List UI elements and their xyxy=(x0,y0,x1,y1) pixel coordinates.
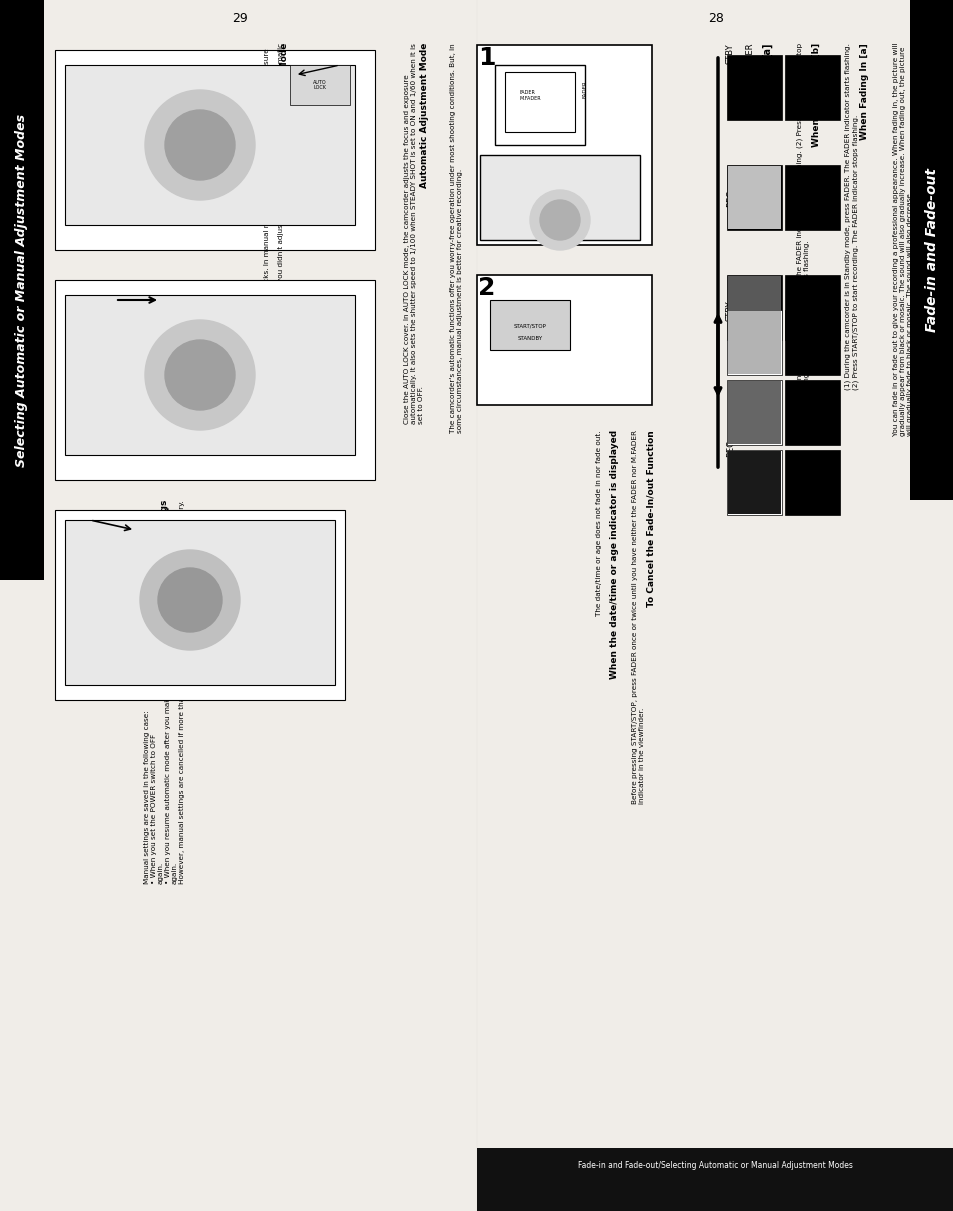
Bar xyxy=(726,54,781,120)
Text: You can fade in or fade out to give your recording a professional appearance. Wh: You can fade in or fade out to give your… xyxy=(892,44,912,436)
Bar xyxy=(727,450,781,513)
Circle shape xyxy=(539,200,579,240)
Circle shape xyxy=(165,340,234,411)
Text: M.FADER: M.FADER xyxy=(744,300,753,338)
Bar xyxy=(490,300,569,350)
Circle shape xyxy=(145,320,254,430)
Bar xyxy=(476,275,651,404)
Bar xyxy=(504,71,575,132)
Bar xyxy=(65,295,355,455)
Bar xyxy=(726,380,781,444)
Text: Manual Adjustment Mode: Manual Adjustment Mode xyxy=(280,44,289,173)
Bar xyxy=(726,165,781,230)
Text: FADER: FADER xyxy=(744,44,753,70)
Text: When Fading In [a]: When Fading In [a] xyxy=(859,44,868,139)
Bar xyxy=(55,510,345,700)
Text: The camcorder's automatic functions offer you worry-free operation under most sh: The camcorder's automatic functions offe… xyxy=(450,44,462,432)
Bar xyxy=(726,275,781,340)
Bar xyxy=(479,155,639,240)
Bar xyxy=(55,280,375,480)
Bar xyxy=(784,54,840,120)
Text: REC: REC xyxy=(725,190,734,207)
Text: Close the AUTO LOCK cover. In AUTO LOCK mode, the camcorder adjusts the focus an: Close the AUTO LOCK cover. In AUTO LOCK … xyxy=(403,44,423,424)
Circle shape xyxy=(140,550,240,650)
Bar xyxy=(476,45,651,245)
Text: STBY: STBY xyxy=(725,300,734,321)
Text: [a]: [a] xyxy=(761,44,772,58)
Bar xyxy=(727,166,781,229)
Text: About the previous settings: About the previous settings xyxy=(160,500,169,642)
Text: [b]: [b] xyxy=(761,300,772,316)
Bar xyxy=(726,450,781,515)
Text: 29: 29 xyxy=(232,11,248,24)
Text: Automatic Adjustment Mode: Automatic Adjustment Mode xyxy=(419,44,429,189)
Text: Fade-in and Fade-out/Selecting Automatic or Manual Adjustment Modes: Fade-in and Fade-out/Selecting Automatic… xyxy=(577,1160,852,1170)
Bar xyxy=(0,0,44,580)
Text: Selecting Automatic or Manual Adjustment Modes: Selecting Automatic or Manual Adjustment… xyxy=(15,114,29,466)
Text: The date/time or age does not fade in nor fade out.: The date/time or age does not fade in no… xyxy=(596,430,601,615)
Bar xyxy=(784,380,840,444)
Bar xyxy=(784,165,840,230)
Text: AUTO
LOCK: AUTO LOCK xyxy=(313,80,327,91)
Text: FADER
M.FADER: FADER M.FADER xyxy=(519,90,541,101)
Text: STANDBY: STANDBY xyxy=(517,335,542,340)
Bar xyxy=(476,1148,953,1211)
Text: REC: REC xyxy=(725,440,734,457)
Text: Fade-in and Fade-out: Fade-in and Fade-out xyxy=(924,168,938,332)
Bar xyxy=(726,310,781,375)
Bar xyxy=(495,65,584,145)
Circle shape xyxy=(530,190,589,249)
Text: (1) During recording, press FADER. The FADER indicator starts flashing. (2) Pres: (1) During recording, press FADER. The F… xyxy=(796,44,810,407)
Text: START/STOP: START/STOP xyxy=(513,323,546,328)
Bar xyxy=(290,65,350,105)
Bar xyxy=(909,0,953,500)
Bar xyxy=(65,65,355,225)
Text: Open the AUTO LOCK cover until it clicks. In manual mode, you can adjust the foc: Open the AUTO LOCK cover until it clicks… xyxy=(264,44,291,417)
Text: Before pressing START/STOP, press FADER once or twice until you have neither the: Before pressing START/STOP, press FADER … xyxy=(631,430,644,804)
Circle shape xyxy=(158,568,222,632)
Text: Manual settings are saved in the following case:
• When you set the POWER switch: Manual settings are saved in the followi… xyxy=(144,500,185,884)
Text: When Fading out [b]: When Fading out [b] xyxy=(811,44,821,147)
Bar xyxy=(727,276,781,339)
Bar xyxy=(784,275,840,340)
Text: To Cancel the Fade-In/out Function: To Cancel the Fade-In/out Function xyxy=(646,430,656,607)
Bar xyxy=(727,381,781,444)
Bar xyxy=(65,520,335,685)
Text: 2: 2 xyxy=(477,276,495,300)
Text: When the date/time or age indicator is displayed: When the date/time or age indicator is d… xyxy=(609,430,618,679)
Bar xyxy=(784,450,840,515)
Text: FADER: FADER xyxy=(582,80,587,98)
Bar xyxy=(55,50,375,249)
Bar xyxy=(784,310,840,375)
Circle shape xyxy=(145,90,254,200)
Text: 1: 1 xyxy=(477,46,495,70)
Text: (1) During the camcorder is in Standby mode, press FADER. The FADER indicator st: (1) During the camcorder is in Standby m… xyxy=(844,44,858,390)
Text: 28: 28 xyxy=(707,11,723,24)
Bar xyxy=(727,311,781,374)
Text: STBY: STBY xyxy=(725,44,734,64)
Circle shape xyxy=(165,110,234,180)
